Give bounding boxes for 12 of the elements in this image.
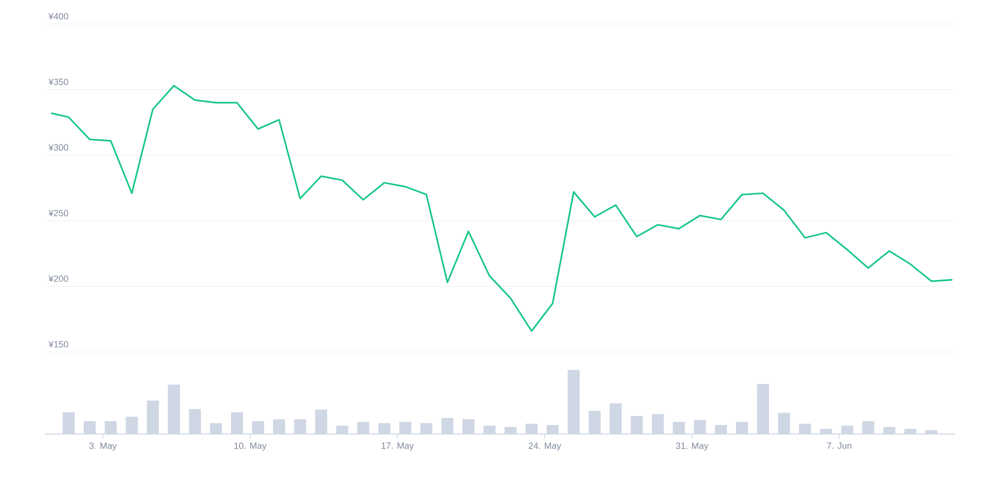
y-tick-label: ¥150	[48, 341, 68, 348]
x-tick-label: 10. May	[234, 442, 267, 451]
y-tick-label: ¥350	[48, 78, 68, 86]
x-tick-label: 7. Jun	[827, 442, 852, 449]
y-tick-label: ¥250	[48, 210, 68, 216]
y-tick-label: ¥200	[48, 275, 68, 282]
y-tick-label: ¥400	[48, 13, 68, 20]
x-tick-label: 3. May	[89, 442, 117, 451]
x-tick-label: 31. May	[676, 442, 708, 451]
y-tick-label: ¥300	[48, 144, 68, 151]
x-tick-label: 17. May	[382, 442, 414, 451]
x-tick-label: 24. May	[528, 442, 562, 451]
